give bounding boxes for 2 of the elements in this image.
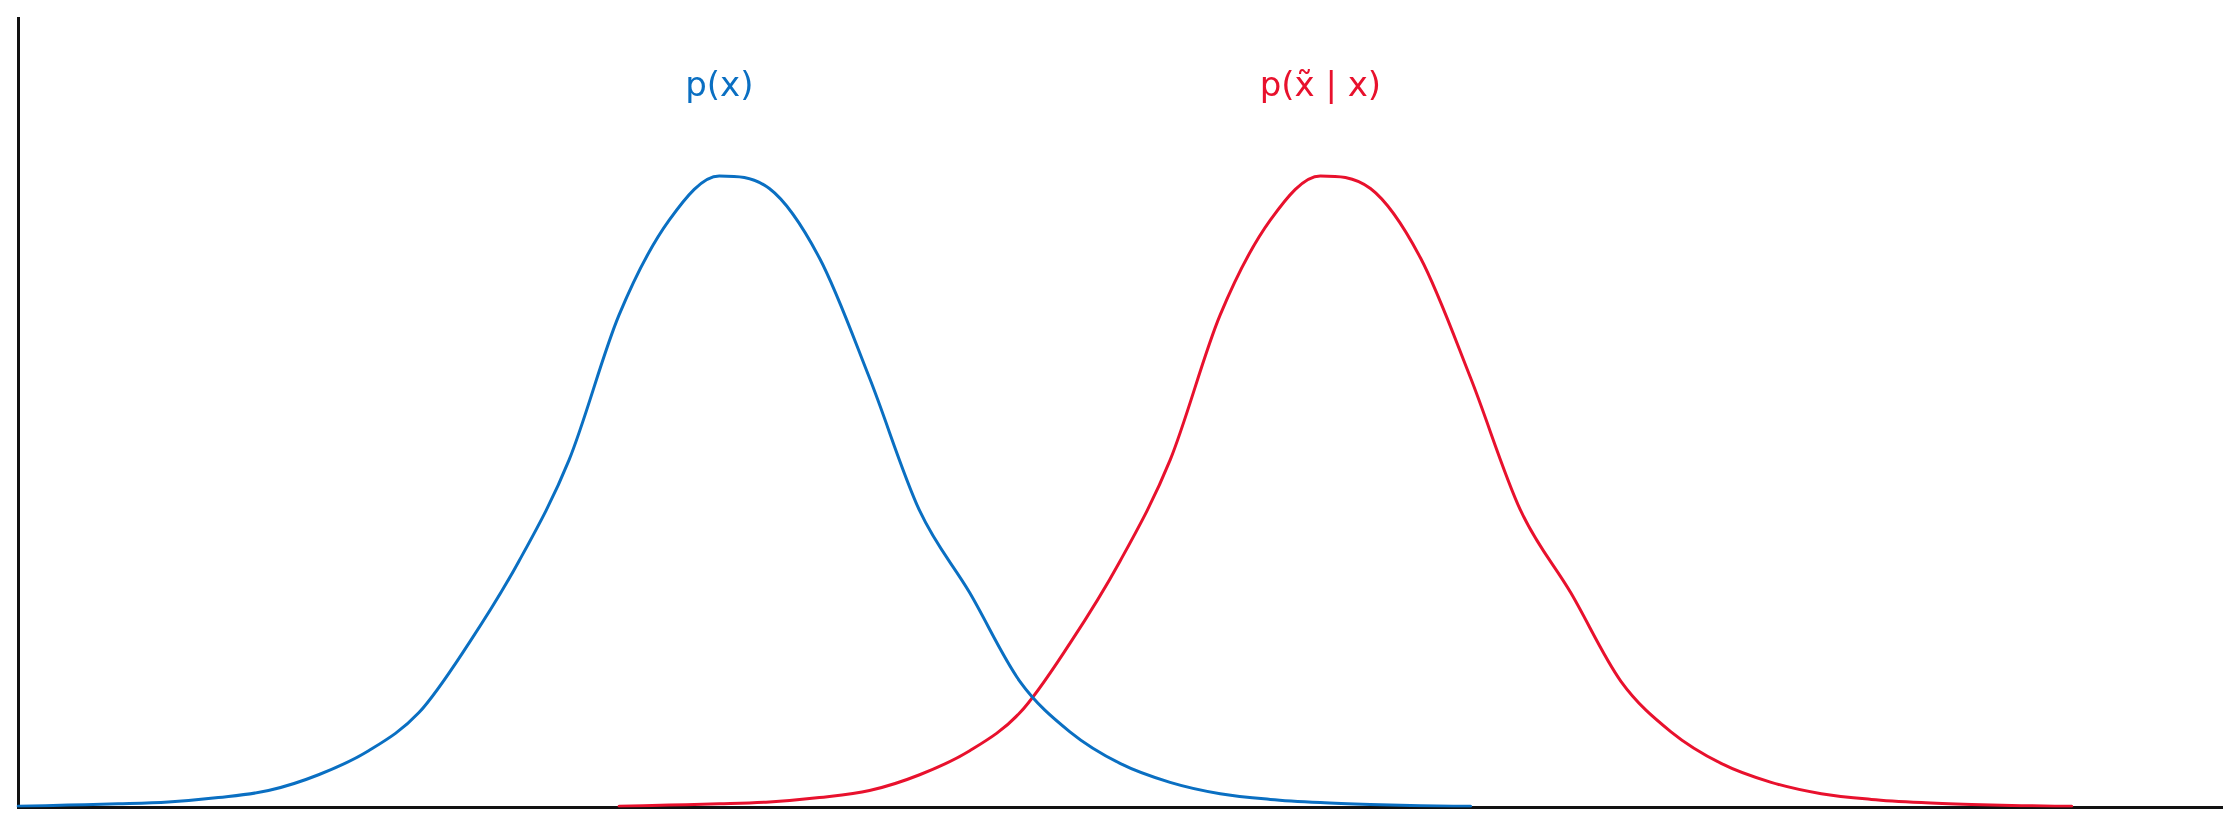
text: p(x̃ | x) <box>1259 63 1382 104</box>
text: p(x) <box>685 63 754 104</box>
